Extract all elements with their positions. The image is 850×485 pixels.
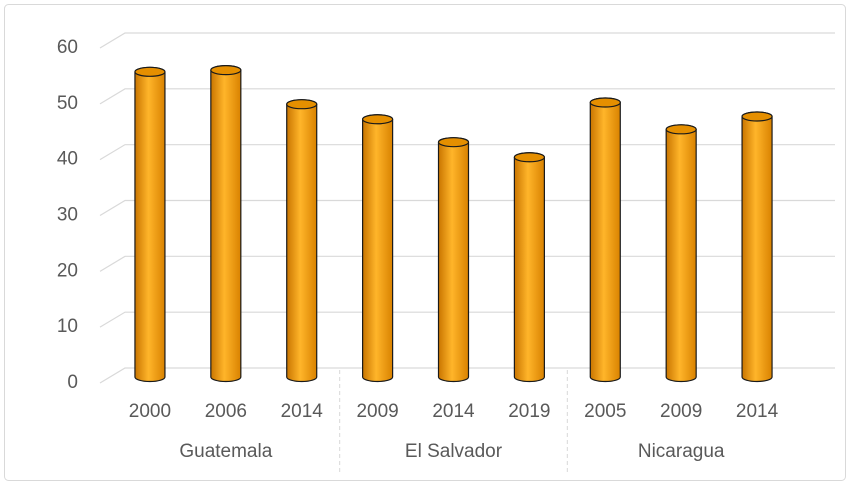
bar-top xyxy=(134,66,166,77)
bar-top xyxy=(362,114,394,125)
bar xyxy=(362,114,394,383)
y-tick-label: 10 xyxy=(57,316,78,337)
x-tick-label: 2014 xyxy=(736,401,779,422)
grid-line xyxy=(99,88,835,105)
x-tick-label: 2019 xyxy=(508,401,550,422)
x-tick-label: 2005 xyxy=(584,401,626,422)
bar-top xyxy=(210,65,242,76)
bar-top xyxy=(665,124,697,135)
bar-top xyxy=(513,152,545,163)
x-tick-label: 2014 xyxy=(432,401,475,422)
y-tick-label: 30 xyxy=(57,205,78,226)
bar xyxy=(286,99,318,383)
bar xyxy=(210,65,242,383)
bar xyxy=(741,111,773,383)
y-tick-label: 60 xyxy=(57,37,78,58)
bar xyxy=(134,66,166,383)
bar-top xyxy=(286,99,318,110)
x-tick-label: 2009 xyxy=(660,401,702,422)
x-tick-label: 2009 xyxy=(356,401,398,422)
bar-top xyxy=(437,137,470,148)
y-tick-label: 0 xyxy=(67,372,78,393)
group-label: Guatemala xyxy=(179,441,272,462)
y-tick-label: 40 xyxy=(57,149,78,170)
grid-line xyxy=(99,32,835,49)
group-label: El Salvador xyxy=(405,441,503,462)
y-tick-label: 50 xyxy=(57,93,78,114)
bar-top xyxy=(741,111,773,122)
x-tick-label: 2006 xyxy=(205,401,247,422)
group-label: Nicaragua xyxy=(638,441,725,462)
x-tick-label: 2014 xyxy=(281,401,324,422)
bar xyxy=(665,124,697,383)
bar xyxy=(589,97,621,383)
bar-top xyxy=(589,97,621,108)
bar xyxy=(437,137,470,383)
x-tick-label: 2000 xyxy=(129,401,171,422)
bar xyxy=(513,152,545,383)
y-tick-label: 20 xyxy=(57,260,78,281)
